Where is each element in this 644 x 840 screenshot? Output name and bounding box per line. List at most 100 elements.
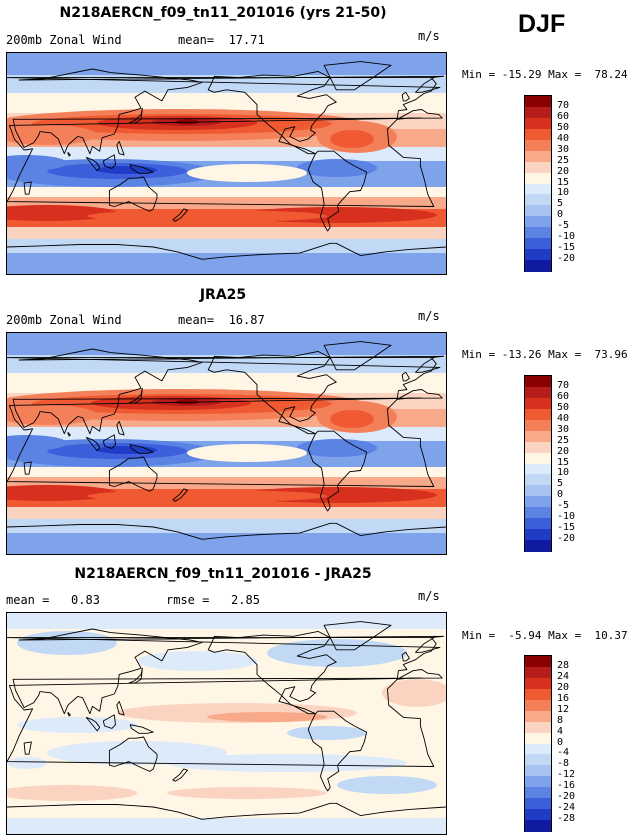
field-blob <box>167 754 407 772</box>
coastlines <box>7 621 446 820</box>
coastline <box>7 77 441 93</box>
coastline <box>23 461 32 475</box>
colorbar-box <box>525 656 551 668</box>
colorbar-box <box>525 430 551 443</box>
season-label: DJF <box>518 10 566 38</box>
field-band <box>7 187 446 197</box>
field-band <box>7 253 446 274</box>
colorbar-box <box>525 809 551 821</box>
colorbar-box <box>525 106 551 119</box>
colorbar-box <box>525 787 551 799</box>
colorbar-label: -24 <box>557 802 576 814</box>
field-blob <box>337 776 437 794</box>
colorbar-label: 5 <box>557 478 564 490</box>
coastline <box>12 68 445 155</box>
panel1-map <box>6 52 447 275</box>
field-band <box>7 613 446 629</box>
coastline <box>129 164 154 174</box>
coastline <box>102 434 116 449</box>
colorbar-label: 0 <box>557 736 564 748</box>
field-band <box>7 818 446 834</box>
colorbar-box <box>525 183 551 195</box>
panel2-units: m/s <box>418 309 440 323</box>
colorbar-label: 50 <box>557 121 570 133</box>
field-blob <box>17 717 137 733</box>
panel3-mean: mean = 0.83 <box>6 593 100 607</box>
coastline <box>207 350 368 512</box>
colorbar-label: 10 <box>557 187 570 199</box>
field-blob <box>287 726 367 740</box>
coastline <box>116 420 125 436</box>
colorbar-box <box>525 408 551 421</box>
colorbar-box <box>525 474 551 486</box>
colorbar-box <box>525 743 551 755</box>
coastline <box>207 70 368 232</box>
colorbar-box <box>525 260 551 272</box>
colorbar-label: -5 <box>557 220 570 232</box>
colorbar-box <box>525 419 551 432</box>
field-blob <box>87 210 327 222</box>
panel2-minmax: Min = -13.26 Max = 73.96 <box>462 348 628 361</box>
colorbar-label: 24 <box>557 670 570 682</box>
panel2-variable-label: 200mb Zonal Wind <box>6 313 122 327</box>
colorbar-box <box>525 721 551 734</box>
colorbar-box <box>525 386 551 399</box>
colorbar-label: 30 <box>557 423 570 435</box>
colorbar-label: -5 <box>557 500 570 512</box>
colorbar-label: 50 <box>557 401 570 413</box>
field-band <box>7 93 446 113</box>
colorbar-box <box>525 397 551 410</box>
colorbar-label: 40 <box>557 132 570 144</box>
colorbar-label: -15 <box>557 522 576 534</box>
coastline <box>12 628 445 715</box>
field-blob <box>87 490 327 502</box>
colorbar-box <box>525 441 551 454</box>
colorbar-box <box>525 117 551 130</box>
coastline <box>401 91 410 102</box>
colorbar-box <box>525 249 551 261</box>
panel1-title: N218AERCN_f09_tn11_201016 (yrs 21-50) <box>59 5 387 21</box>
field-blob <box>7 435 67 451</box>
panel2-mean: mean= 16.87 <box>178 313 265 327</box>
coastline <box>128 667 143 684</box>
field-blob <box>297 439 377 457</box>
coastline <box>7 637 441 653</box>
coastline <box>172 768 188 782</box>
field-band <box>7 333 446 355</box>
field-blob <box>7 125 97 145</box>
field-blob <box>137 651 257 671</box>
coastline <box>67 432 71 437</box>
coastline <box>67 712 71 717</box>
field-blob <box>330 130 374 148</box>
coastline <box>108 456 158 492</box>
field-blob <box>207 712 327 722</box>
coastlines <box>7 61 446 260</box>
panel1-mean: mean= 17.71 <box>178 33 265 47</box>
colorbar-box <box>525 150 551 163</box>
colorbar-label: 20 <box>557 445 570 457</box>
colorbar-box <box>525 128 551 141</box>
colorbar-label: 70 <box>557 379 570 391</box>
colorbar-label: 5 <box>557 198 564 210</box>
coastline <box>129 724 154 734</box>
colorbar-label: 15 <box>557 176 570 188</box>
coastline <box>128 387 143 404</box>
map-canvas <box>7 613 446 834</box>
colorbar-label: 0 <box>557 209 564 221</box>
field-band <box>7 519 446 533</box>
field-blob <box>7 155 67 171</box>
colorbar-label: -20 <box>557 253 576 265</box>
colorbar-box <box>525 139 551 152</box>
colorbar-box <box>525 194 551 206</box>
panel1-variable-label: 200mb Zonal Wind <box>6 33 122 47</box>
colorbar-label: -20 <box>557 791 576 803</box>
panel3-title: N218AERCN_f09_tn11_201016 - JRA25 <box>74 566 372 582</box>
coastline <box>172 488 188 502</box>
coastline <box>85 156 101 172</box>
colorbar-box <box>525 765 551 777</box>
colorbar-box <box>525 518 551 530</box>
field-band <box>7 239 446 253</box>
colorbar-box <box>525 699 551 712</box>
map-canvas <box>7 333 446 554</box>
coastline <box>7 357 441 373</box>
